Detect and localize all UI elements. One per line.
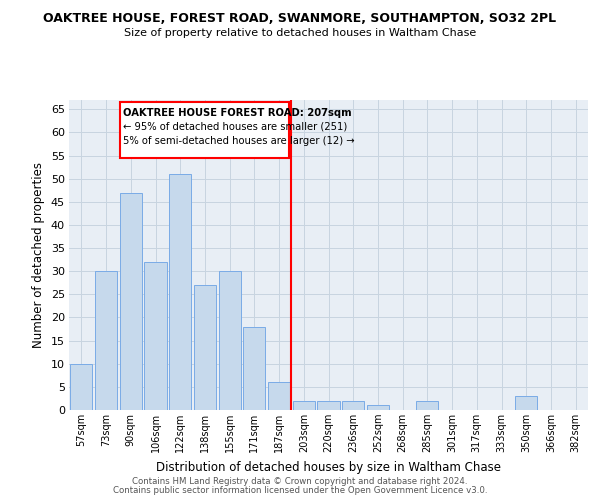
- Bar: [218, 271, 241, 410]
- Text: Size of property relative to detached houses in Waltham Chase: Size of property relative to detached ho…: [124, 28, 476, 38]
- Text: OAKTREE HOUSE, FOREST ROAD, SWANMORE, SOUTHAMPTON, SO32 2PL: OAKTREE HOUSE, FOREST ROAD, SWANMORE, SO…: [43, 12, 557, 26]
- Text: ← 95% of detached houses are smaller (251): ← 95% of detached houses are smaller (25…: [122, 122, 347, 132]
- Bar: [95, 271, 117, 410]
- Bar: [119, 192, 142, 410]
- Text: Contains HM Land Registry data © Crown copyright and database right 2024.: Contains HM Land Registry data © Crown c…: [132, 477, 468, 486]
- Bar: [515, 396, 538, 410]
- FancyBboxPatch shape: [119, 102, 289, 158]
- Bar: [145, 262, 167, 410]
- X-axis label: Distribution of detached houses by size in Waltham Chase: Distribution of detached houses by size …: [156, 460, 501, 473]
- Bar: [317, 400, 340, 410]
- Bar: [342, 400, 364, 410]
- Bar: [243, 326, 265, 410]
- Bar: [367, 406, 389, 410]
- Text: 5% of semi-detached houses are larger (12) →: 5% of semi-detached houses are larger (1…: [122, 136, 354, 145]
- Bar: [268, 382, 290, 410]
- Text: Contains public sector information licensed under the Open Government Licence v3: Contains public sector information licen…: [113, 486, 487, 495]
- Bar: [70, 364, 92, 410]
- Bar: [169, 174, 191, 410]
- Bar: [194, 285, 216, 410]
- Y-axis label: Number of detached properties: Number of detached properties: [32, 162, 45, 348]
- Bar: [416, 400, 439, 410]
- Bar: [293, 400, 315, 410]
- Text: OAKTREE HOUSE FOREST ROAD: 207sqm: OAKTREE HOUSE FOREST ROAD: 207sqm: [122, 108, 351, 118]
